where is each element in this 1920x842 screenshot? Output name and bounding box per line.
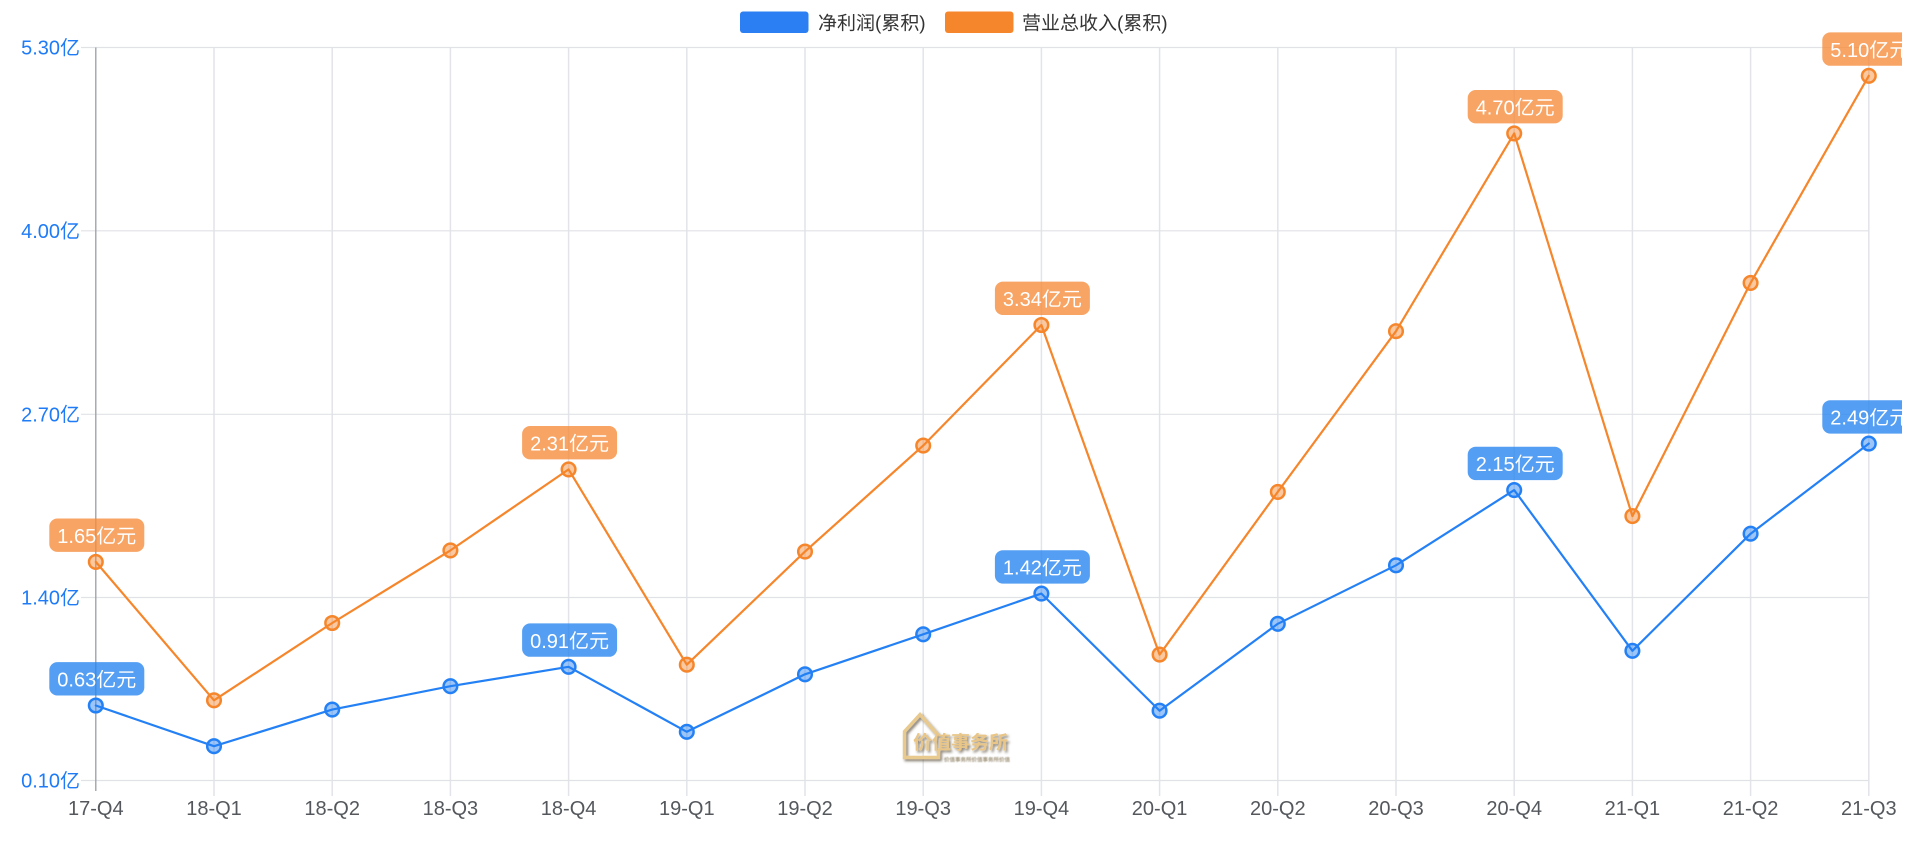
svg-text:5.10: 5.10 (1830, 40, 1869, 62)
svg-text:2.49: 2.49 (1830, 408, 1869, 430)
svg-text:19-Q4: 19-Q4 (1014, 798, 1070, 820)
svg-text:18-Q2: 18-Q2 (304, 798, 360, 820)
svg-text:20-Q3: 20-Q3 (1368, 798, 1424, 820)
svg-text:21-Q1: 21-Q1 (1605, 798, 1661, 820)
svg-text:19-Q3: 19-Q3 (895, 798, 951, 820)
svg-text:(: ( (1117, 14, 1124, 35)
svg-text:0.63: 0.63 (57, 670, 96, 692)
svg-text:20-Q1: 20-Q1 (1132, 798, 1188, 820)
svg-text:19-Q2: 19-Q2 (777, 798, 833, 820)
svg-text:): ) (919, 14, 925, 35)
svg-text:2.31: 2.31 (530, 434, 569, 456)
svg-text:1.42: 1.42 (1003, 558, 1042, 580)
svg-text:20-Q2: 20-Q2 (1250, 798, 1306, 820)
svg-text:4.00: 4.00 (21, 221, 60, 243)
svg-text:4.70: 4.70 (1476, 98, 1515, 120)
svg-text:1.65: 1.65 (57, 526, 96, 548)
svg-text:0.91: 0.91 (530, 631, 569, 653)
svg-text:18-Q3: 18-Q3 (423, 798, 479, 820)
svg-text:17-Q4: 17-Q4 (68, 798, 124, 820)
svg-text:20-Q4: 20-Q4 (1486, 798, 1542, 820)
svg-text:18-Q1: 18-Q1 (186, 798, 242, 820)
svg-text:1.40: 1.40 (21, 588, 60, 610)
svg-text:2.15: 2.15 (1476, 454, 1515, 476)
svg-text:21-Q3: 21-Q3 (1841, 798, 1897, 820)
svg-text:18-Q4: 18-Q4 (541, 798, 597, 820)
svg-text:3.34: 3.34 (1003, 289, 1042, 311)
svg-text:19-Q1: 19-Q1 (659, 798, 715, 820)
svg-text:5.30: 5.30 (21, 38, 60, 60)
svg-text:21-Q2: 21-Q2 (1723, 798, 1779, 820)
svg-text:0.10: 0.10 (21, 771, 60, 793)
svg-text:): ) (1161, 14, 1167, 35)
svg-text:2.70: 2.70 (21, 405, 60, 427)
svg-text:(: ( (875, 14, 882, 35)
